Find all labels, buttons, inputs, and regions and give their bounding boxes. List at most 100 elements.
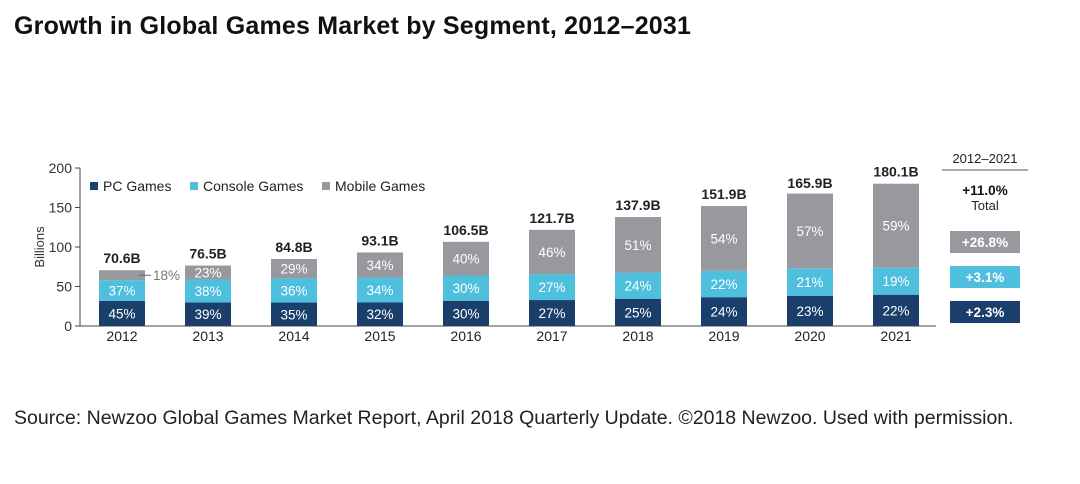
- bar-segment: [701, 270, 747, 298]
- legend-swatch: [322, 182, 330, 190]
- segment-label: 46%: [538, 245, 565, 260]
- bar-segment: [185, 302, 231, 326]
- bar-segment: [529, 300, 575, 326]
- bar-segment: [443, 300, 489, 326]
- segment-label: 39%: [194, 307, 221, 322]
- y-tick-label: 0: [64, 318, 72, 334]
- segment-label: 24%: [624, 279, 651, 294]
- segment-label: 21%: [796, 275, 823, 290]
- y-tick-label: 150: [49, 200, 73, 216]
- segment-label: 19%: [882, 274, 909, 289]
- segment-label: 35%: [280, 307, 307, 322]
- bar-segment: [787, 268, 833, 296]
- source-note: Source: Newzoo Global Games Market Repor…: [14, 407, 1014, 429]
- cagr-box-label: +2.3%: [966, 305, 1005, 320]
- cagr-box: [950, 231, 1020, 253]
- bar-total-label: 165.9B: [787, 175, 832, 191]
- bar-segment: [99, 270, 145, 281]
- y-axis-title: Billions: [32, 226, 47, 268]
- bar-segment: [99, 300, 145, 326]
- segment-label: 22%: [710, 277, 737, 292]
- bar-segment: [615, 272, 661, 299]
- segment-label: 57%: [796, 224, 823, 239]
- bar-total-label: 121.7B: [529, 210, 574, 226]
- bar-segment: [701, 205, 747, 271]
- bar-segment: [873, 183, 919, 268]
- y-tick-label: 50: [56, 279, 72, 295]
- x-tick-label: 2019: [708, 328, 739, 344]
- x-tick-label: 2013: [192, 328, 223, 344]
- segment-label: 29%: [280, 262, 307, 277]
- segment-label: 36%: [280, 283, 307, 298]
- segment-label: 40%: [452, 252, 479, 267]
- cagr-box: [950, 301, 1020, 323]
- segment-label: 27%: [538, 280, 565, 295]
- segment-label: 30%: [452, 306, 479, 321]
- bar-total-label: 151.9B: [701, 186, 746, 202]
- bar-total-label: 106.5B: [443, 222, 488, 238]
- segment-label: 45%: [108, 306, 135, 321]
- bar-segment: [443, 275, 489, 301]
- bar-total-label: 70.6B: [103, 250, 140, 266]
- x-tick-label: 2018: [622, 328, 653, 344]
- x-tick-label: 2020: [794, 328, 825, 344]
- bar-total-label: 76.5B: [189, 246, 226, 262]
- bar-segment: [185, 279, 231, 303]
- bar-total-label: 137.9B: [615, 197, 660, 213]
- x-tick-label: 2016: [450, 328, 481, 344]
- page-title: Growth in Global Games Market by Segment…: [14, 12, 692, 40]
- segment-label: 37%: [108, 284, 135, 299]
- bar-segment: [615, 298, 661, 326]
- bar-segment: [357, 252, 403, 278]
- bar-segment: [271, 278, 317, 303]
- x-tick-label: 2021: [880, 328, 911, 344]
- bar-segment: [529, 229, 575, 275]
- segment-label: 18%: [153, 268, 180, 283]
- segment-label: 27%: [538, 306, 565, 321]
- segment-label: 23%: [194, 266, 221, 281]
- bar-segment: [357, 302, 403, 326]
- stacked-bar-chart: 0 50 100 150 200 Billions 45% 37% 18% 70.6B 2012 39…: [32, 151, 1028, 344]
- bar-segment: [701, 297, 747, 326]
- bar-segment: [529, 274, 575, 301]
- bar-segment: [873, 294, 919, 326]
- segment-label: 23%: [796, 304, 823, 319]
- y-tick-label: 100: [49, 239, 73, 255]
- bar-segment: [271, 302, 317, 326]
- cagr-box-label: +3.1%: [966, 270, 1005, 285]
- legend-swatch: [190, 182, 198, 190]
- legend-swatch: [90, 182, 98, 190]
- bar-segment: [99, 280, 145, 301]
- cagr-total-value: +11.0%: [962, 183, 1007, 198]
- segment-label: 32%: [366, 307, 393, 322]
- legend-label: PC Games: [103, 178, 171, 194]
- x-tick-label: 2017: [536, 328, 567, 344]
- cagr-header: 2012–2021: [952, 151, 1017, 166]
- x-tick-label: 2014: [278, 328, 309, 344]
- segment-label: 24%: [710, 305, 737, 320]
- cagr-box-label: +26.8%: [962, 235, 1008, 250]
- bar-segment: [615, 217, 661, 273]
- segment-label: 38%: [194, 284, 221, 299]
- x-tick-label: 2012: [106, 328, 137, 344]
- bar-total-label: 84.8B: [275, 239, 312, 255]
- x-tick-label: 2015: [364, 328, 395, 344]
- bar-segment: [787, 295, 833, 326]
- segment-label: 25%: [624, 305, 651, 320]
- bar-segment: [787, 193, 833, 269]
- legend-label: Console Games: [203, 178, 303, 194]
- segment-label: 22%: [882, 303, 909, 318]
- legend-label: Mobile Games: [335, 178, 425, 194]
- bar-total-label: 180.1B: [873, 164, 918, 180]
- bar-segment: [185, 265, 231, 280]
- segment-label: 30%: [452, 281, 479, 296]
- bar-segment: [873, 267, 919, 295]
- bar-segment: [271, 259, 317, 279]
- segment-label: 51%: [624, 238, 651, 253]
- y-tick-label: 200: [49, 160, 73, 176]
- segment-label: 34%: [366, 283, 393, 298]
- cagr-total-label: Total: [971, 198, 999, 213]
- bar-total-label: 93.1B: [361, 232, 398, 248]
- bar-segment: [357, 277, 403, 303]
- cagr-box: [950, 266, 1020, 288]
